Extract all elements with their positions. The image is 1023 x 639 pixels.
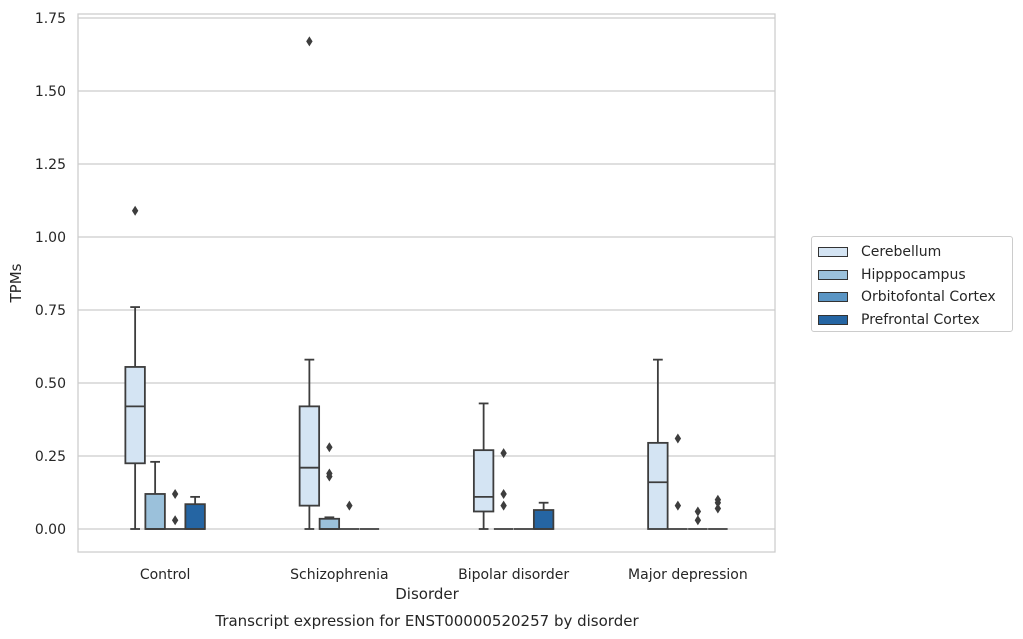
box-hipppocampus-1 [318, 442, 341, 530]
outlier-point [131, 205, 139, 216]
outlier-point [171, 488, 179, 499]
y-tick-label: 1.25 [35, 157, 66, 173]
x-tick-label: Major depression [628, 567, 748, 583]
outlier-point [714, 494, 722, 505]
y-tick-label: 1.00 [35, 230, 66, 246]
box-body [298, 405, 321, 507]
box-cerebellum-3 [647, 358, 669, 530]
box-cerebellum-2 [472, 402, 495, 530]
legend-item-prefrontal-cortex: Prefrontal Cortex [818, 309, 1012, 332]
chart-caption: Transcript expression for ENST0000052025… [214, 612, 639, 630]
legend-swatch-cerebellum [818, 247, 848, 258]
box-body [472, 449, 495, 513]
legend-label-cerebellum: Cerebellum [861, 244, 942, 261]
outlier-point [694, 506, 702, 517]
box-orbitofontal-cortex-0 [165, 488, 185, 530]
plot-area-frame [77, 13, 776, 553]
box-body [647, 441, 669, 530]
outlier-point [306, 36, 313, 47]
box-hipppocampus-3 [668, 433, 688, 530]
box-orbitofontal-cortex-3 [688, 506, 708, 530]
box-body [144, 493, 166, 530]
box-prefrontal-cortex-3 [708, 494, 728, 530]
x-tick-label: Bipolar disorder [458, 567, 569, 583]
box-body [318, 517, 341, 530]
legend-label-hipppocampus: Hipppocampus [861, 266, 966, 283]
legend-label-prefrontal-cortex: Prefrontal Cortex [861, 311, 980, 328]
legend-label-orbitofontal-cortex: Orbitofontal Cortex [861, 289, 996, 306]
outlier-point [346, 500, 353, 511]
legend: Cerebellum Hipppocampus Orbitofontal Cor… [811, 236, 1013, 332]
box-hipppocampus-0 [144, 460, 166, 530]
box-body [184, 503, 206, 530]
y-axis-label: TPMs [7, 263, 25, 303]
y-tick-label: 0.75 [35, 303, 66, 319]
box-cerebellum-0 [124, 205, 146, 530]
box-orbitofontal-cortex-1 [339, 500, 360, 530]
legend-item-orbitofontal-cortex: Orbitofontal Cortex [818, 286, 1012, 309]
box-hipppocampus-2 [493, 448, 514, 530]
x-axis-ticks: Control Schizophrenia Bipolar disorder Majo… [140, 567, 748, 583]
gridlines [78, 17, 775, 530]
x-tick-label: Schizophrenia [290, 567, 388, 583]
outlier-point [500, 500, 507, 511]
legend-swatch-hipppocampus [818, 269, 848, 280]
x-tick-label: Control [140, 567, 191, 583]
y-tick-label: 0.00 [35, 522, 66, 538]
y-tick-label: 1.75 [35, 11, 66, 27]
box-plot-series [124, 36, 728, 530]
outlier-point [326, 468, 333, 479]
y-tick-label: 0.25 [35, 449, 66, 465]
outlier-point [326, 442, 333, 453]
box-body [124, 366, 146, 465]
y-tick-label: 0.50 [35, 376, 66, 392]
outlier-point [171, 515, 179, 526]
box-prefrontal-cortex-2 [532, 501, 555, 530]
legend-item-cerebellum: Cerebellum [818, 241, 1012, 264]
box-prefrontal-cortex-0 [184, 495, 206, 530]
outlier-point [674, 433, 682, 444]
outlier-point [500, 488, 507, 499]
y-axis-ticks: 0.00 0.25 0.50 0.75 1.00 1.25 1.50 1.75 [35, 11, 66, 538]
outlier-point [674, 500, 682, 511]
legend-swatch-prefrontal-cortex [818, 314, 848, 325]
legend-swatch-orbitofontal-cortex [818, 292, 848, 303]
box-body [532, 509, 555, 530]
box-cerebellum-1 [298, 36, 321, 530]
x-axis-label: Disorder [395, 585, 459, 603]
y-tick-label: 1.50 [35, 84, 66, 100]
legend-item-hipppocampus: Hipppocampus [818, 264, 1012, 287]
outlier-point [714, 503, 722, 514]
outlier-point [694, 515, 702, 526]
outlier-point [500, 448, 507, 459]
